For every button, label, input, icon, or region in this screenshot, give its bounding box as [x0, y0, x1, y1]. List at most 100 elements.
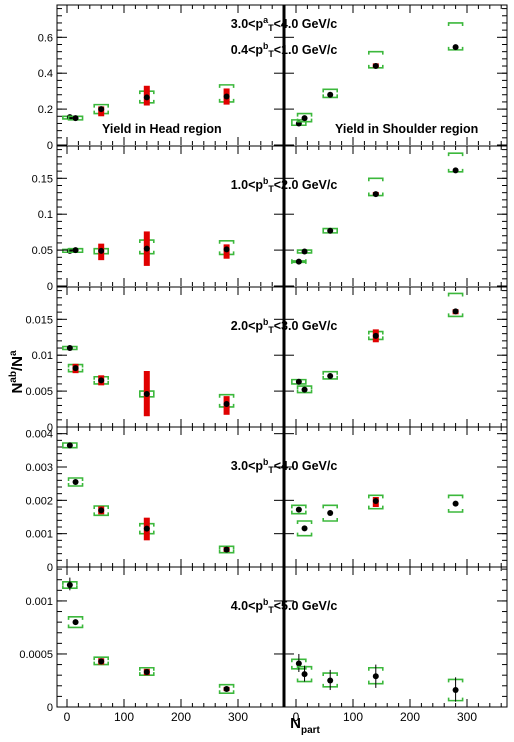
y-tick-label: 0.0005 [19, 649, 53, 661]
y-tick-label: 0 [47, 140, 53, 152]
y-tick-label: 0 [47, 281, 53, 293]
shoulder-data-point [327, 91, 334, 98]
y-tick-label: 0.15 [32, 173, 53, 185]
y-tick-label: 0.2 [38, 104, 53, 116]
head-data-point [66, 582, 73, 589]
head-data-point [223, 685, 230, 692]
shoulder-data-point [327, 677, 334, 684]
head-data-point [223, 546, 230, 553]
x-tick-label: 300 [457, 710, 477, 724]
y-tick-label: 0.001 [25, 596, 53, 608]
y-tick-label: 0.001 [25, 529, 53, 541]
y-tick-label: 0.4 [38, 68, 53, 80]
x-tick-label: 100 [114, 710, 134, 724]
panel-labels: 0.4<pbT<1.0 GeV/c 1.0<pbT<2.0 GeV/c 2.0<pb… [231, 41, 338, 615]
shoulder-sys-box [296, 520, 313, 537]
panel-label: 4.0<pbT<5.0 GeV/c [231, 597, 338, 615]
y-axis-title: Nab/Na [8, 350, 26, 394]
y-tick-label: 0 [47, 422, 53, 434]
shoulder-data-point [301, 248, 308, 255]
shoulder-data-point [295, 506, 302, 513]
x-tick-label: 300 [228, 710, 248, 724]
head-data-point [72, 479, 79, 485]
y-tick-label: 0.002 [25, 495, 53, 507]
shoulder-sys-box [368, 494, 384, 510]
shoulder-sys-box [291, 504, 307, 515]
y-tick-label: 0.05 [32, 245, 53, 257]
shoulder-data-point [372, 498, 379, 504]
shoulder-data-point [372, 332, 379, 339]
shoulder-data-point [372, 191, 379, 198]
y-tick-label: 0.6 [38, 32, 53, 44]
shoulder-sys-box [296, 112, 313, 123]
trigger-label: 3.0<paT<4.0 GeV/c [231, 15, 337, 33]
shoulder-data-point [452, 500, 459, 507]
panel-label: 0.4<pbT<1.0 GeV/c [231, 41, 338, 59]
head-data-point [223, 246, 230, 253]
shoulder-data-point [372, 63, 379, 70]
data-marks [62, 22, 464, 702]
head-data-point [98, 507, 105, 514]
head-data-point [143, 669, 150, 675]
head-data-point [66, 345, 73, 352]
y-tick-label: 0.1 [38, 209, 53, 221]
shoulder-sys-box [322, 504, 338, 522]
shoulder-sys-box [447, 292, 464, 318]
shoulder-data-point [327, 373, 334, 380]
head-sys-box [67, 477, 84, 487]
shoulder-data-point [295, 378, 302, 385]
head-data-point [72, 365, 79, 372]
shoulder-data-point [301, 525, 308, 532]
axis-ticks: 00.20.40.600.050.10.1500.0050.010.01500.… [19, 5, 507, 724]
shoulder-region-label: Yield in Shoulder region [335, 122, 478, 136]
x-axis-title: Npart [290, 715, 320, 736]
head-data-point [143, 390, 150, 397]
head-sys-box [218, 683, 235, 695]
y-tick-label: 0.003 [25, 462, 53, 474]
y-tick-label: 0.004 [25, 429, 53, 441]
shoulder-data-point [452, 44, 459, 51]
head-data-point [223, 401, 230, 408]
shoulder-data-point [295, 660, 302, 667]
y-tick-label: 0.005 [25, 386, 53, 398]
shoulder-data-point [301, 115, 308, 122]
x-tick-label: 100 [343, 710, 363, 724]
head-data-point [98, 658, 105, 665]
head-data-point [72, 247, 79, 254]
head-sys-box [139, 666, 155, 676]
head-data-point [143, 94, 150, 101]
panel-label: 1.0<pbT<2.0 GeV/c [231, 176, 338, 194]
head-data-point [143, 245, 150, 252]
head-data-point [98, 377, 105, 384]
head-data-point [223, 93, 230, 100]
head-data-point [98, 106, 105, 113]
y-tick-label: 0.01 [32, 350, 53, 362]
head-region-label: Yield in Head region [102, 122, 222, 136]
shoulder-data-point [372, 673, 379, 680]
head-data-point [98, 247, 105, 254]
head-sys-box [93, 656, 109, 666]
y-tick-label: 0.015 [25, 314, 53, 326]
head-data-point [72, 115, 79, 122]
panel-label: 2.0<pbT<3.0 GeV/c [231, 317, 338, 335]
shoulder-data-point [301, 386, 308, 393]
shoulder-data-point [327, 510, 334, 516]
shoulder-data-point [452, 167, 459, 174]
head-sys-box [67, 616, 84, 629]
head-data-point [72, 619, 79, 626]
head-data-point [66, 442, 73, 449]
head-data-point [143, 525, 150, 532]
x-tick-label: 0 [293, 710, 300, 724]
x-tick-label: 0 [64, 710, 71, 724]
shoulder-data-point [327, 227, 334, 234]
head-sys-box [218, 545, 235, 554]
panel-label: 3.0<pbT<4.0 GeV/c [231, 457, 338, 475]
y-tick-label: 0 [47, 702, 53, 714]
shoulder-data-point [301, 671, 308, 678]
shoulder-sys-box [447, 494, 464, 513]
head-sys-box [93, 505, 109, 517]
x-tick-label: 200 [171, 710, 191, 724]
x-tick-label: 200 [400, 710, 420, 724]
